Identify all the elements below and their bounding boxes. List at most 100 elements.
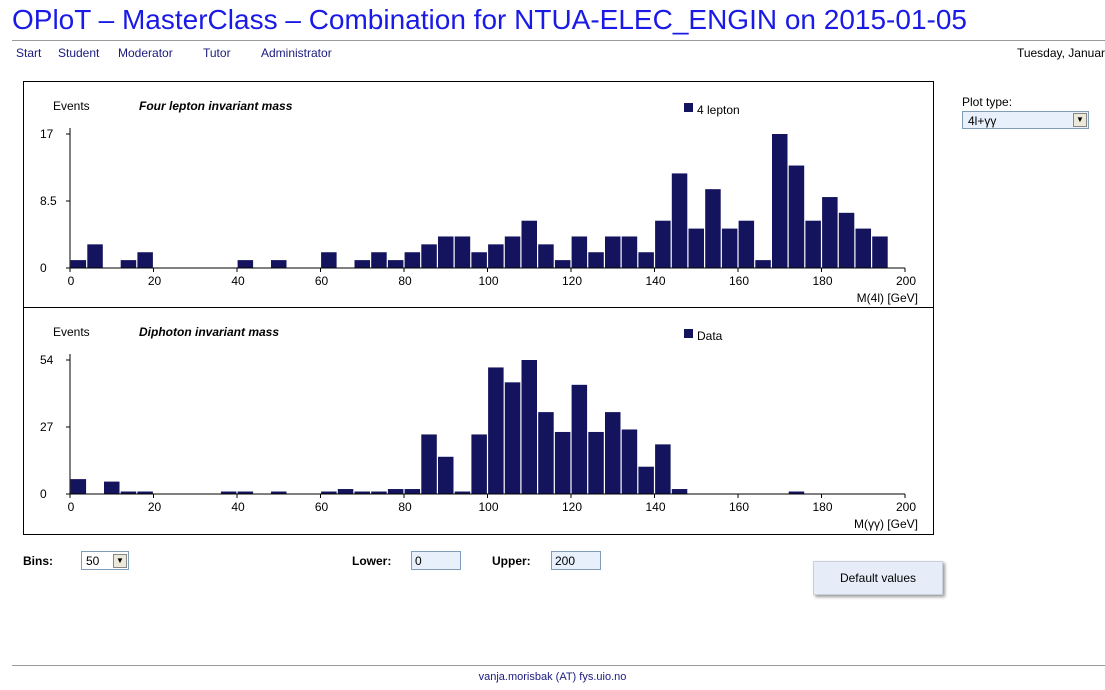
y-tick-label: 0 xyxy=(40,261,47,275)
default-values-button[interactable]: Default values xyxy=(813,561,943,595)
bar xyxy=(588,252,604,268)
legend-swatch xyxy=(684,329,693,338)
bar xyxy=(488,367,504,494)
x-tick-label: 200 xyxy=(896,274,916,288)
nav-administrator[interactable]: Administrator xyxy=(261,46,332,60)
nav-tutor[interactable]: Tutor xyxy=(203,46,231,60)
bar xyxy=(655,444,671,494)
nav-student[interactable]: Student xyxy=(58,46,100,60)
x-tick-label: 0 xyxy=(68,500,75,514)
x-axis-label: M(4l) [GeV] xyxy=(857,291,918,305)
bar xyxy=(772,134,788,268)
upper-label: Upper: xyxy=(492,554,531,568)
bar xyxy=(438,456,454,494)
bar xyxy=(571,236,588,268)
plot-type-select[interactable]: 4l+γγ ▼ xyxy=(962,111,1089,129)
y-tick-label: 17 xyxy=(40,127,54,141)
x-tick-label: 100 xyxy=(478,500,498,514)
bins-label: Bins: xyxy=(23,554,53,568)
x-tick-label: 20 xyxy=(148,274,162,288)
bar xyxy=(237,260,254,268)
bar xyxy=(87,244,103,268)
x-tick-label: 0 xyxy=(68,274,75,288)
bar xyxy=(571,384,588,494)
x-tick-label: 60 xyxy=(315,274,329,288)
bar xyxy=(371,491,387,494)
nav-start[interactable]: Start xyxy=(16,46,42,60)
bar xyxy=(454,491,471,494)
bar xyxy=(371,252,387,268)
bar xyxy=(471,434,487,494)
lower-input[interactable] xyxy=(411,551,461,570)
y-axis-label: Events xyxy=(53,99,90,113)
bar xyxy=(120,260,137,268)
y-tick-label: 0 xyxy=(40,487,47,501)
bar xyxy=(521,360,537,494)
bar xyxy=(438,236,454,268)
bar xyxy=(705,189,721,268)
legend-label: 4 lepton xyxy=(697,103,740,117)
header-divider xyxy=(12,40,1105,41)
bar xyxy=(321,491,337,494)
chart-title: Four lepton invariant mass xyxy=(139,99,293,113)
bins-value: 50 xyxy=(86,554,100,568)
bar xyxy=(271,491,287,494)
bar xyxy=(638,252,654,268)
diphoton-chart: 0 20 40 60 80 100 120 140 160 180 200 0 27 54 Events Di… xyxy=(23,307,934,535)
x-tick-label: 20 xyxy=(148,500,162,514)
bar xyxy=(521,220,537,268)
bins-select[interactable]: 50 ▼ xyxy=(81,551,129,570)
chevron-down-icon[interactable]: ▼ xyxy=(1073,113,1087,127)
bar xyxy=(721,228,738,268)
bar xyxy=(605,236,621,268)
four-lepton-chart-svg: 0 20 40 60 80 100 120 140 160 180 200 0 8.5 17 Events F… xyxy=(40,99,918,305)
diphoton-chart-svg: 0 20 40 60 80 100 120 140 160 180 200 0 27 54 Events Di… xyxy=(40,325,918,531)
x-tick-label: 140 xyxy=(645,274,665,288)
bar xyxy=(872,236,888,268)
x-tick-label: 120 xyxy=(562,274,582,288)
upper-input[interactable] xyxy=(551,551,601,570)
bar xyxy=(387,489,404,494)
y-axis-label: Events xyxy=(53,325,90,339)
x-tick-label: 120 xyxy=(562,500,582,514)
plot-type-label: Plot type: xyxy=(962,95,1013,109)
bar xyxy=(621,429,638,494)
x-tick-label: 140 xyxy=(645,500,665,514)
x-tick-label: 40 xyxy=(231,500,245,514)
bar xyxy=(788,165,805,268)
x-tick-label: 160 xyxy=(729,274,749,288)
chevron-down-icon[interactable]: ▼ xyxy=(113,554,127,568)
bar xyxy=(638,466,654,494)
bar xyxy=(354,260,370,268)
bar xyxy=(271,260,287,268)
bar xyxy=(554,260,571,268)
bar xyxy=(321,252,337,268)
bar xyxy=(404,252,421,268)
x-tick-label: 40 xyxy=(231,274,245,288)
footer-email: vanja.morisbak (AT) fys.uio.no xyxy=(478,671,627,683)
date-display: Tuesday, Januar xyxy=(1016,46,1105,60)
plot-type-value: 4l+γγ xyxy=(968,114,997,128)
page-title: OPloT – MasterClass – Combination for NT… xyxy=(12,4,967,35)
bar xyxy=(504,382,521,494)
legend-label: Data xyxy=(697,329,723,343)
lower-label: Lower: xyxy=(352,554,392,568)
legend-swatch xyxy=(684,103,693,112)
bar xyxy=(605,412,621,494)
bar xyxy=(671,173,688,268)
bar xyxy=(504,236,521,268)
bar xyxy=(404,489,421,494)
x-tick-label: 80 xyxy=(398,274,412,288)
bar xyxy=(822,197,838,268)
bar xyxy=(421,244,437,268)
bar xyxy=(220,491,237,494)
x-tick-label: 60 xyxy=(315,500,329,514)
bar xyxy=(454,236,471,268)
bar xyxy=(788,491,805,494)
four-lepton-chart: 0 20 40 60 80 100 120 140 160 180 200 0 8.5 17 Events F… xyxy=(23,81,934,309)
bar xyxy=(554,431,571,494)
bar xyxy=(137,252,153,268)
bar xyxy=(120,491,137,494)
bar xyxy=(488,244,504,268)
nav-moderator[interactable]: Moderator xyxy=(118,46,173,60)
